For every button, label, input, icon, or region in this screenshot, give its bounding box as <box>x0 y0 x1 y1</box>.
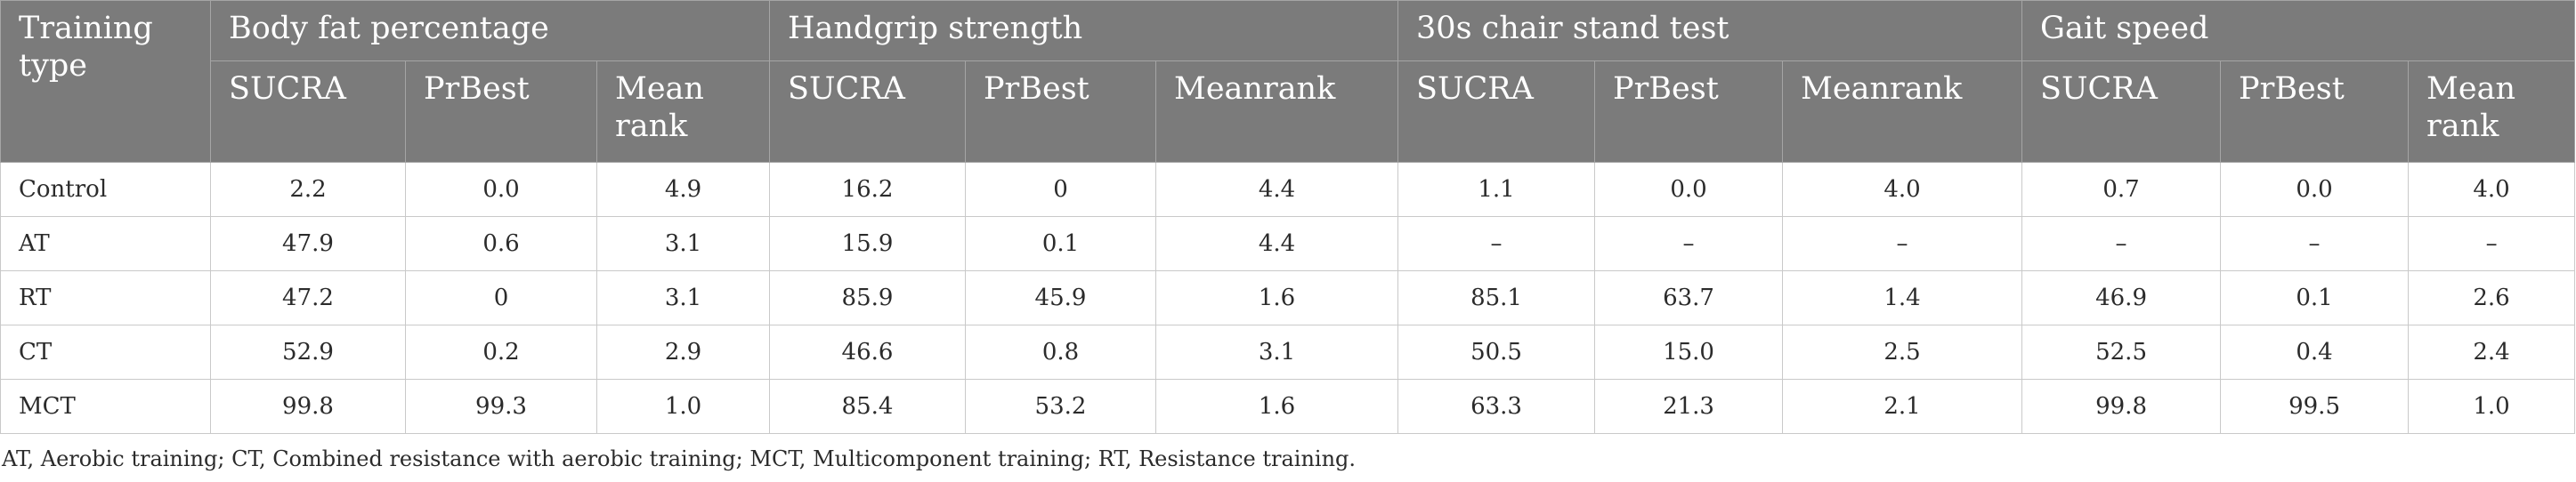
table-cell: – <box>2408 216 2576 271</box>
table-cell: 46.6 <box>769 325 966 380</box>
table-cell: 3.1 <box>1154 325 1399 380</box>
table-cell: 47.9 <box>210 216 406 271</box>
table-cell: 4.0 <box>2408 162 2576 217</box>
subheader-chair-stand-prbest: PrBest <box>1594 60 1784 163</box>
table-cell: 4.4 <box>1154 162 1399 217</box>
table-cell: 1.6 <box>1154 270 1399 325</box>
subheader-body-fat-prbest: PrBest <box>405 60 597 163</box>
table-cell: 63.7 <box>1594 270 1784 325</box>
subheader-handgrip-prbest: PrBest <box>965 60 1156 163</box>
table-cell: 3.1 <box>596 216 770 271</box>
table-cell: 21.3 <box>1594 379 1784 434</box>
row-label: CT <box>0 325 211 380</box>
header-row-metrics: SUCRA PrBest Mean rank SUCRA PrBest Mean… <box>1 60 2576 163</box>
table-cell: 4.0 <box>1782 162 2023 217</box>
table-cell: 63.3 <box>1397 379 1596 434</box>
table-cell: 0 <box>405 270 597 325</box>
table-header: Training type Body fat percentage Handgr… <box>0 0 2576 163</box>
table-cell: 3.1 <box>596 270 770 325</box>
table-cell: 45.9 <box>965 270 1156 325</box>
table-cell: 2.4 <box>2408 325 2576 380</box>
table-cell: 2.6 <box>2408 270 2576 325</box>
row-header-training-type: Training type <box>0 0 211 163</box>
subheader-gait-speed-sucra: SUCRA <box>2021 60 2222 163</box>
table-cell: 1.0 <box>2408 379 2576 434</box>
table-body: Control 2.2 0.0 4.9 16.2 0 4.4 1.1 0.0 4… <box>0 162 2576 434</box>
table-cell: 85.1 <box>1397 270 1596 325</box>
table-cell: 99.5 <box>2220 379 2410 434</box>
table-row: CT 52.9 0.2 2.9 46.6 0.8 3.1 50.5 15.0 2… <box>0 325 2576 380</box>
table-cell: 47.2 <box>210 270 406 325</box>
table-cell: – <box>1782 216 2023 271</box>
table-cell: 15.9 <box>769 216 966 271</box>
table-cell: 15.0 <box>1594 325 1784 380</box>
table-cell: 0 <box>965 162 1156 217</box>
table-cell: 0.2 <box>405 325 597 380</box>
table-cell: 99.8 <box>210 379 406 434</box>
row-label: Control <box>0 162 211 217</box>
table-footnote: AT, Aerobic training; CT, Combined resis… <box>2 446 1357 471</box>
table-cell: 99.3 <box>405 379 597 434</box>
table-cell: 16.2 <box>769 162 966 217</box>
table-cell: 52.5 <box>2021 325 2222 380</box>
subheader-body-fat-sucra: SUCRA <box>210 60 406 163</box>
header-row-groups: Training type Body fat percentage Handgr… <box>0 0 2576 163</box>
row-label: AT <box>0 216 211 271</box>
subheader-handgrip-sucra: SUCRA <box>769 60 966 163</box>
table-cell: 0.6 <box>405 216 597 271</box>
sucra-ranking-table: Training type Body fat percentage Handgr… <box>0 0 2576 434</box>
row-label: MCT <box>0 379 211 434</box>
table-cell: 2.5 <box>1782 325 2023 380</box>
subheader-handgrip-mean-rank: Meanrank <box>1154 60 1399 163</box>
table-cell: – <box>2220 216 2410 271</box>
table-cell: – <box>1594 216 1784 271</box>
subheader-body-fat-mean-rank: Mean rank <box>596 60 770 163</box>
table-cell: 2.1 <box>1782 379 2023 434</box>
table-cell: 2.2 <box>210 162 406 217</box>
table-cell: 0.0 <box>405 162 597 217</box>
table-row: Control 2.2 0.0 4.9 16.2 0 4.4 1.1 0.0 4… <box>0 162 2576 217</box>
subheader-chair-stand-mean-rank: Meanrank <box>1782 60 2023 163</box>
table-cell: 50.5 <box>1397 325 1596 380</box>
table-cell: 0.8 <box>965 325 1156 380</box>
subheader-gait-speed-mean-rank: Mean rank <box>2408 60 2576 163</box>
table-row: AT 47.9 0.6 3.1 15.9 0.1 4.4 – – – – – – <box>0 216 2576 271</box>
group-header-handgrip: Handgrip strength <box>768 0 1399 61</box>
table-cell: 2.9 <box>596 325 770 380</box>
row-label: RT <box>0 270 211 325</box>
table-cell: – <box>2021 216 2222 271</box>
table-cell: 46.9 <box>2021 270 2222 325</box>
table-cell: 1.4 <box>1782 270 2023 325</box>
table-cell: 4.4 <box>1154 216 1399 271</box>
table-row: RT 47.2 0 3.1 85.9 45.9 1.6 85.1 63.7 1.… <box>0 270 2576 325</box>
table-cell: 85.4 <box>769 379 966 434</box>
table-cell: 52.9 <box>210 325 406 380</box>
table-cell: 53.2 <box>965 379 1156 434</box>
table-cell: 1.0 <box>596 379 770 434</box>
table-cell: 1.1 <box>1397 162 1596 217</box>
table-cell: 0.0 <box>1594 162 1784 217</box>
table-cell: 0.7 <box>2021 162 2222 217</box>
group-header-chair-stand: 30s chair stand test <box>1397 0 2023 61</box>
table-cell: 0.0 <box>2220 162 2410 217</box>
group-header-gait-speed: Gait speed <box>2021 0 2576 61</box>
group-header-body-fat: Body fat percentage <box>210 0 770 61</box>
table-cell: 0.1 <box>965 216 1156 271</box>
table-cell: 85.9 <box>769 270 966 325</box>
table-cell: 99.8 <box>2021 379 2222 434</box>
table-cell: 0.1 <box>2220 270 2410 325</box>
table-cell: – <box>1397 216 1596 271</box>
table-cell: 0.4 <box>2220 325 2410 380</box>
subheader-chair-stand-sucra: SUCRA <box>1397 60 1596 163</box>
table-cell: 4.9 <box>596 162 770 217</box>
subheader-gait-speed-prbest: PrBest <box>2220 60 2410 163</box>
table-cell: 1.6 <box>1154 379 1399 434</box>
table-row: MCT 99.8 99.3 1.0 85.4 53.2 1.6 63.3 21.… <box>0 379 2576 434</box>
results-table-container: Training type Body fat percentage Handgr… <box>0 0 2576 434</box>
